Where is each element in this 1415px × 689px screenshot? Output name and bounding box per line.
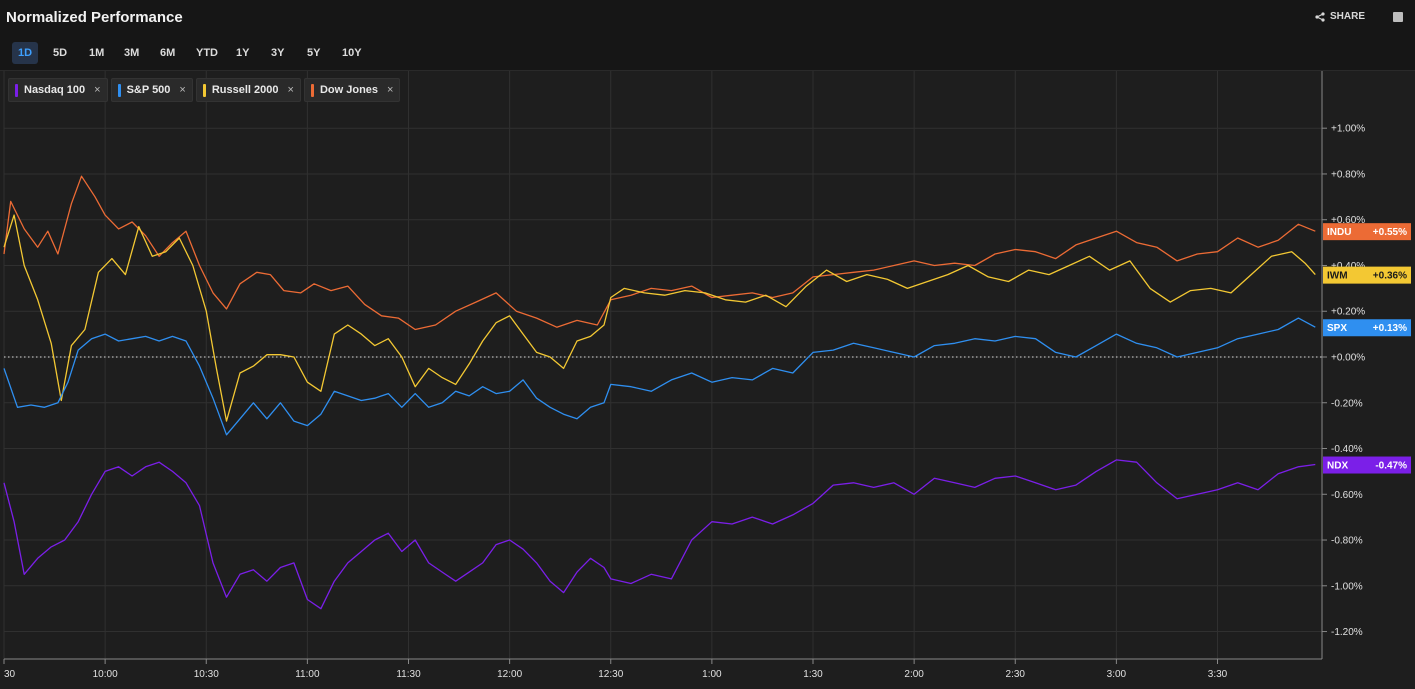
- legend-chip-russell-2000[interactable]: Russell 2000 ×: [195, 78, 301, 102]
- x-tick-label: 3:30: [1208, 669, 1228, 680]
- legend-label: Russell 2000: [211, 84, 279, 96]
- y-tick-label: +0.20%: [1331, 307, 1365, 318]
- legend-label: S&P 500: [126, 84, 171, 96]
- share-label: SHARE: [1329, 11, 1365, 22]
- series-line-indu: [3, 175, 1316, 331]
- end-label-spx: SPX +0.13%: [1323, 319, 1411, 337]
- legend-chip-s-p-500[interactable]: S&P 500 ×: [110, 78, 193, 102]
- y-tick-label: -0.40%: [1331, 444, 1363, 455]
- range-button-1m[interactable]: 1M: [89, 47, 105, 59]
- remove-series-icon[interactable]: ×: [94, 84, 101, 96]
- remove-series-icon[interactable]: ×: [387, 84, 394, 96]
- end-label-value: +0.36%: [1373, 270, 1407, 281]
- y-tick-label: -0.80%: [1331, 536, 1363, 547]
- end-label-ticker: INDU: [1327, 227, 1351, 238]
- x-tick-label: 11:00: [295, 669, 320, 680]
- end-label-value: -0.47%: [1375, 460, 1407, 471]
- range-button-3m[interactable]: 3M: [124, 47, 140, 59]
- range-button-6m[interactable]: 6M: [160, 47, 176, 59]
- legend-label: Dow Jones: [319, 84, 379, 96]
- x-tick-label: 3:00: [1107, 669, 1127, 680]
- range-button-3y[interactable]: 3Y: [271, 47, 285, 59]
- y-tick-label: +0.60%: [1331, 215, 1365, 226]
- range-button-ytd[interactable]: YTD: [196, 47, 218, 59]
- x-tick-label: 11:30: [396, 669, 421, 680]
- series-line-spx: [3, 317, 1316, 436]
- remove-series-icon[interactable]: ×: [179, 84, 186, 96]
- remove-series-icon[interactable]: ×: [287, 84, 294, 96]
- y-tick-label: +1.00%: [1331, 124, 1365, 135]
- expand-icon[interactable]: [1393, 12, 1403, 22]
- end-label-ticker: IWM: [1327, 270, 1348, 281]
- range-button-5d[interactable]: 5D: [53, 47, 68, 59]
- legend-swatch: [117, 83, 121, 97]
- y-tick-label: +0.00%: [1331, 352, 1365, 363]
- end-label-value: +0.55%: [1373, 227, 1407, 238]
- series-line-iwm: [3, 214, 1316, 422]
- plot-area: [4, 71, 1322, 659]
- chart-header: Normalized Performance SHARE: [0, 0, 1415, 36]
- legend: Nasdaq 100 × S&P 500 × Russell 2000 × Dow Jone…: [8, 78, 401, 102]
- end-label-ndx: NDX -0.47%: [1323, 456, 1411, 474]
- end-label-bg: [1323, 456, 1411, 474]
- end-label-value: +0.13%: [1373, 323, 1407, 334]
- legend-swatch: [310, 83, 314, 97]
- share-button[interactable]: SHARE: [1315, 11, 1365, 22]
- end-label-bg: [1323, 223, 1411, 241]
- end-label-ticker: SPX: [1327, 323, 1347, 334]
- x-tick-label: 10:30: [194, 669, 219, 680]
- y-tick-label: +0.80%: [1331, 169, 1365, 180]
- x-tick-label: 1:30: [803, 669, 823, 680]
- legend-swatch: [15, 83, 18, 97]
- range-selector: 1D 5D 1M 3M 6M YTD 1Y 3Y 5Y 10Y: [0, 36, 1415, 71]
- y-tick-label: -1.00%: [1331, 581, 1363, 592]
- y-tick-label: +0.40%: [1331, 261, 1365, 272]
- series-line-ndx: [3, 459, 1316, 610]
- x-tick-label: 12:00: [497, 669, 522, 680]
- end-label-iwm: IWM +0.36%: [1323, 266, 1411, 284]
- end-label-bg: [1323, 319, 1411, 337]
- share-icon: [1315, 11, 1325, 22]
- range-button-10y[interactable]: 10Y: [342, 47, 362, 59]
- y-tick-label: -0.20%: [1331, 398, 1363, 409]
- legend-label: Nasdaq 100: [24, 84, 86, 96]
- y-tick-label: -1.20%: [1331, 627, 1363, 638]
- x-tick-label: 2:00: [904, 669, 924, 680]
- x-tick-label: 10:00: [93, 669, 118, 680]
- range-button-1y[interactable]: 1Y: [236, 47, 250, 59]
- y-tick-label: -0.60%: [1331, 490, 1363, 501]
- range-button-1d[interactable]: 1D: [12, 42, 39, 64]
- x-tick-label: 12:30: [598, 669, 623, 680]
- x-tick-label: 30: [4, 669, 16, 680]
- range-button-5y[interactable]: 5Y: [307, 47, 321, 59]
- legend-chip-dow-jones[interactable]: Dow Jones ×: [303, 78, 401, 102]
- legend-chip-nasdaq-100[interactable]: Nasdaq 100 ×: [8, 78, 108, 102]
- legend-swatch: [202, 83, 206, 97]
- end-label-bg: [1323, 266, 1411, 284]
- x-tick-label: 1:00: [702, 669, 722, 680]
- end-label-ticker: NDX: [1327, 460, 1348, 471]
- x-tick-label: 2:30: [1006, 669, 1026, 680]
- page-title: Normalized Performance: [6, 9, 183, 26]
- end-label-indu: INDU +0.55%: [1323, 223, 1411, 241]
